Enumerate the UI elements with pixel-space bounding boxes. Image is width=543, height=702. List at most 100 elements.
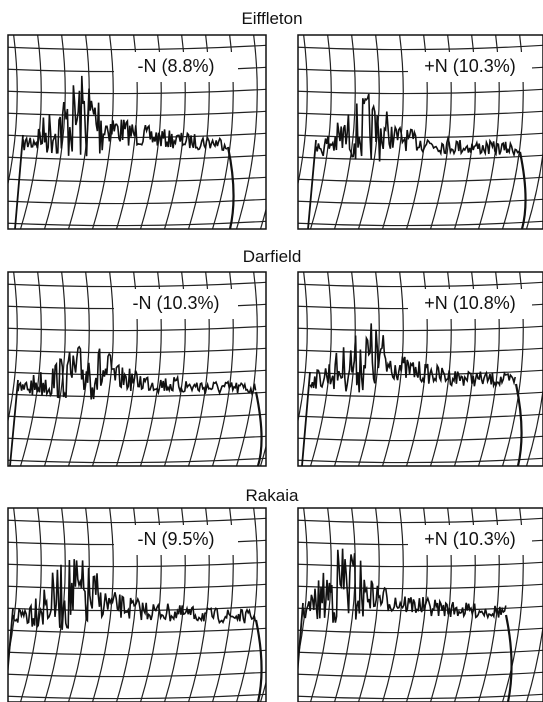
grid-line (309, 508, 332, 702)
grid-line (298, 110, 543, 117)
grid-line (8, 391, 266, 398)
grid-line (298, 435, 543, 442)
grid-line (298, 457, 543, 464)
trace-drop (514, 383, 523, 466)
grid-line (235, 35, 258, 229)
grid-line (8, 44, 266, 51)
grid-line (298, 693, 543, 700)
trace-start (8, 607, 14, 678)
panel-label: -N (8.8%) (137, 56, 214, 76)
panel: -N (8.8%) (3, 35, 271, 248)
grid-line (298, 44, 543, 51)
grid-line (298, 561, 543, 568)
grid-line (357, 508, 380, 702)
grid-line (298, 35, 308, 187)
grid-line (8, 198, 266, 205)
trace-start (14, 134, 24, 229)
panel: +N (10.8%) (298, 272, 543, 466)
panel-frame (7, 271, 267, 467)
label-bg (408, 289, 532, 319)
grid-line (298, 154, 543, 161)
grid-line (8, 176, 266, 183)
grid-line (8, 457, 266, 464)
trace (302, 548, 507, 623)
section-title: Darfield (243, 247, 302, 266)
panel: +N (10.3%) (298, 508, 543, 702)
trace-drop (254, 619, 263, 702)
grid-line (298, 627, 543, 634)
trace (309, 323, 516, 393)
grid-line (525, 622, 543, 702)
trace-start (298, 602, 304, 677)
grid-line (298, 649, 543, 656)
grid-line (8, 649, 266, 656)
trace-start (301, 371, 311, 466)
trace (17, 345, 257, 400)
grid-line (357, 35, 380, 229)
grid-line (298, 198, 543, 205)
grid-line (8, 154, 266, 161)
panel-label: -N (9.5%) (137, 529, 214, 549)
grid-line (8, 220, 266, 227)
trace-drop (504, 614, 513, 702)
panel-frame (297, 271, 543, 467)
grid-line (259, 207, 266, 229)
grid-line (298, 671, 543, 678)
panel-label: +N (10.3%) (424, 56, 516, 76)
grid-line (8, 605, 266, 612)
grid-line (298, 583, 543, 590)
trace-start (9, 379, 19, 466)
grid-line (19, 272, 42, 466)
grid-line (298, 325, 543, 332)
grid-line (8, 508, 18, 660)
grid-line (8, 627, 266, 634)
panel: -N (9.5%) (8, 508, 266, 702)
grid-line (298, 281, 543, 288)
trace-start (307, 139, 317, 229)
grid-line (298, 347, 543, 354)
grid-line (333, 35, 356, 229)
label-bg (408, 525, 532, 555)
grid-line (235, 272, 258, 466)
grid-line (43, 35, 66, 229)
grid-line (8, 281, 266, 288)
grid-line (67, 272, 90, 466)
grid-line (8, 671, 266, 678)
grid-line (8, 413, 266, 420)
panel-frame (7, 34, 267, 230)
panel-frame (7, 507, 267, 702)
section-title: Eiffleton (241, 9, 302, 28)
panel-frame (297, 34, 543, 230)
grid-line (298, 132, 543, 139)
grid-line (298, 508, 308, 660)
grid-line (19, 508, 42, 702)
grid-line (309, 35, 332, 229)
grid-line (298, 272, 308, 424)
section-title: Rakaia (246, 486, 299, 505)
trace (315, 93, 521, 162)
label-bg (408, 52, 532, 82)
grid-line (3, 480, 271, 485)
label-bg (114, 52, 238, 82)
panel-label: +N (10.8%) (424, 293, 516, 313)
panel-label: -N (10.3%) (132, 293, 219, 313)
trace-drop (518, 151, 527, 229)
grid-line (293, 243, 543, 248)
grid-line (8, 435, 266, 442)
grid-line (8, 693, 266, 700)
grid-line (91, 508, 114, 702)
panel: -N (10.3%) (3, 272, 271, 485)
grid-line (525, 386, 543, 466)
trace (22, 75, 228, 157)
grid-line (3, 243, 271, 248)
trace-drop (254, 391, 263, 466)
trace-drop (226, 146, 235, 229)
grid-line (43, 272, 66, 466)
panel: +N (10.3%) (293, 35, 543, 248)
panel-frame (297, 507, 543, 702)
grid-line (8, 517, 266, 524)
grid-line (298, 88, 543, 95)
grid-line (357, 272, 380, 466)
